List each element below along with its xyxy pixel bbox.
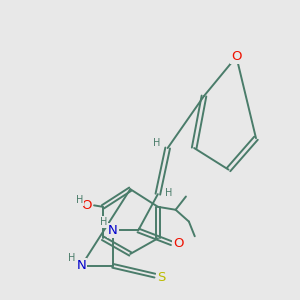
Text: N: N — [76, 259, 86, 272]
Text: N: N — [108, 224, 118, 237]
Text: O: O — [173, 237, 183, 250]
Text: O: O — [231, 50, 242, 63]
Text: O: O — [81, 199, 92, 212]
Text: H: H — [153, 138, 160, 148]
Text: H: H — [100, 217, 107, 227]
Text: H: H — [76, 195, 83, 205]
Text: S: S — [157, 271, 166, 284]
Text: H: H — [68, 253, 76, 262]
Text: H: H — [165, 188, 173, 198]
